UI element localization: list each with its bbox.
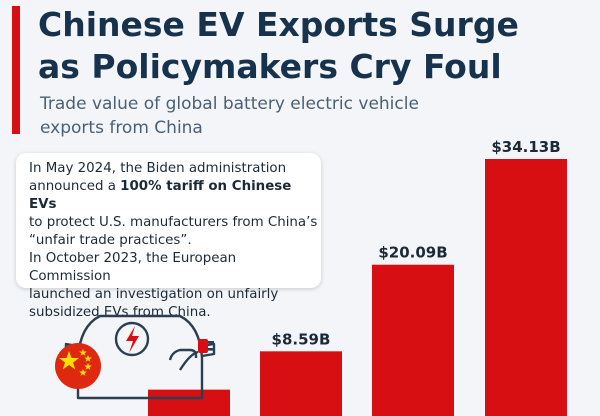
callout-line-prefix: announced a: [29, 179, 121, 194]
callout-line: In May 2024, the Biden administration: [29, 161, 287, 176]
bar-value-label-3: $34.13B: [491, 138, 560, 156]
callout-line: “unfair trade practices”.: [29, 233, 192, 248]
chart-subtitle: Trade value of global battery electric v…: [40, 92, 580, 140]
callout-text: In May 2024, the Biden administration an…: [29, 160, 321, 322]
plug-icon: [168, 339, 214, 361]
callout-line: to protect U.S. manufacturers from China…: [29, 215, 318, 230]
title-accent-bar: [12, 6, 20, 134]
electric-car-icon: [55, 314, 216, 400]
bar-0: [148, 389, 230, 416]
subtitle-line-1: Trade value of global battery electric v…: [40, 94, 419, 114]
bar-value-label-1: $8.59B: [272, 330, 331, 348]
callout-line: launched an investigation on unfairly: [29, 287, 279, 302]
lightning-bolt-icon: [114, 321, 150, 357]
title-line-2: as Policymakers Cry Foul: [38, 47, 502, 86]
title-line-1: Chinese EV Exports Surge: [38, 5, 519, 44]
context-callout: In May 2024, the Biden administration an…: [16, 153, 321, 320]
bar-3: [485, 159, 567, 416]
callout-line: In October 2023, the European Commission: [29, 251, 237, 284]
callout-highlight: 100% tariff on Chinese EVs: [29, 179, 292, 212]
subtitle-line-2: exports from China: [40, 118, 203, 138]
chart-title: Chinese EV Exports Surge as Policymakers…: [38, 4, 593, 88]
bar-2: [372, 264, 454, 416]
bar-1: [260, 351, 342, 416]
callout-line: announced a 100% tariff on Chinese EVs: [29, 178, 321, 214]
bar-value-label-2: $20.09B: [378, 244, 447, 262]
china-flag-icon: [55, 343, 101, 389]
